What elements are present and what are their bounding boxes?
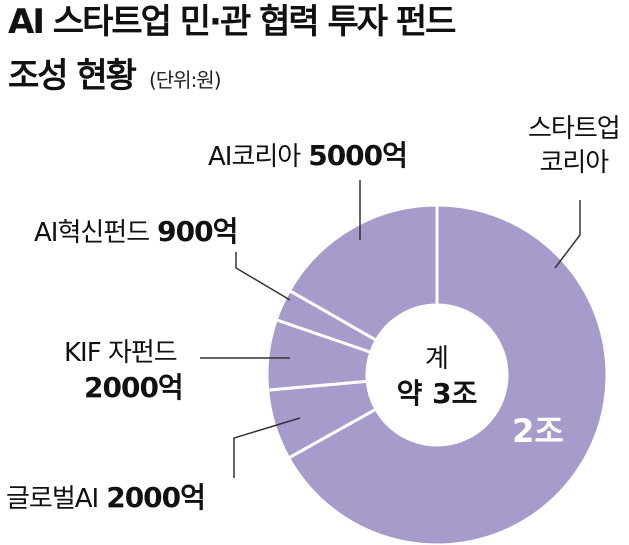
label-kif-value: 2000억 — [84, 371, 184, 404]
label-ai-korea: AI코리아 5000억 — [208, 139, 408, 172]
label-startup-korea-line-2: 코리아 — [539, 148, 609, 178]
center-total-value: 약 3조 — [397, 377, 478, 410]
label-ai-innovation-name: AI혁신펀드 — [34, 218, 150, 248]
leader-line-3 — [235, 252, 291, 301]
chart-title-line-2: 조성 현황 (단위:원) — [8, 56, 222, 96]
label-ai-innovation: AI혁신펀드 900억 — [34, 215, 238, 248]
chart-title-line-1: AI 스타트업 민·관 협력 투자 펀드 — [8, 2, 456, 42]
label-global-ai: 글로벌AI 2000억 — [6, 481, 206, 514]
label-kif-name: KIF 자펀드 — [64, 338, 178, 368]
label-ai-innovation-value: 900억 — [157, 215, 238, 248]
label-startup-korea-line-1: 스타트업 — [528, 114, 621, 144]
donut-slice-4 — [287, 203, 439, 343]
unit-label: (단위:원) — [148, 68, 222, 92]
label-global-ai-value: 2000억 — [106, 481, 206, 514]
slice-inner-label-startup-korea: 2조 — [512, 412, 564, 450]
label-startup-korea: 스타트업 코리아 — [528, 114, 621, 178]
label-global-ai-name: 글로벌AI — [6, 484, 99, 514]
label-kif: KIF 자펀드 2000억 — [64, 338, 184, 404]
label-ai-korea-name: AI코리아 — [208, 142, 301, 172]
donut-slice-0 — [286, 203, 609, 545]
center-total-label: 계 — [425, 344, 449, 374]
leader-line-0 — [554, 200, 581, 269]
leader-line-1 — [233, 417, 301, 478]
label-ai-korea-value: 5000억 — [308, 139, 408, 172]
